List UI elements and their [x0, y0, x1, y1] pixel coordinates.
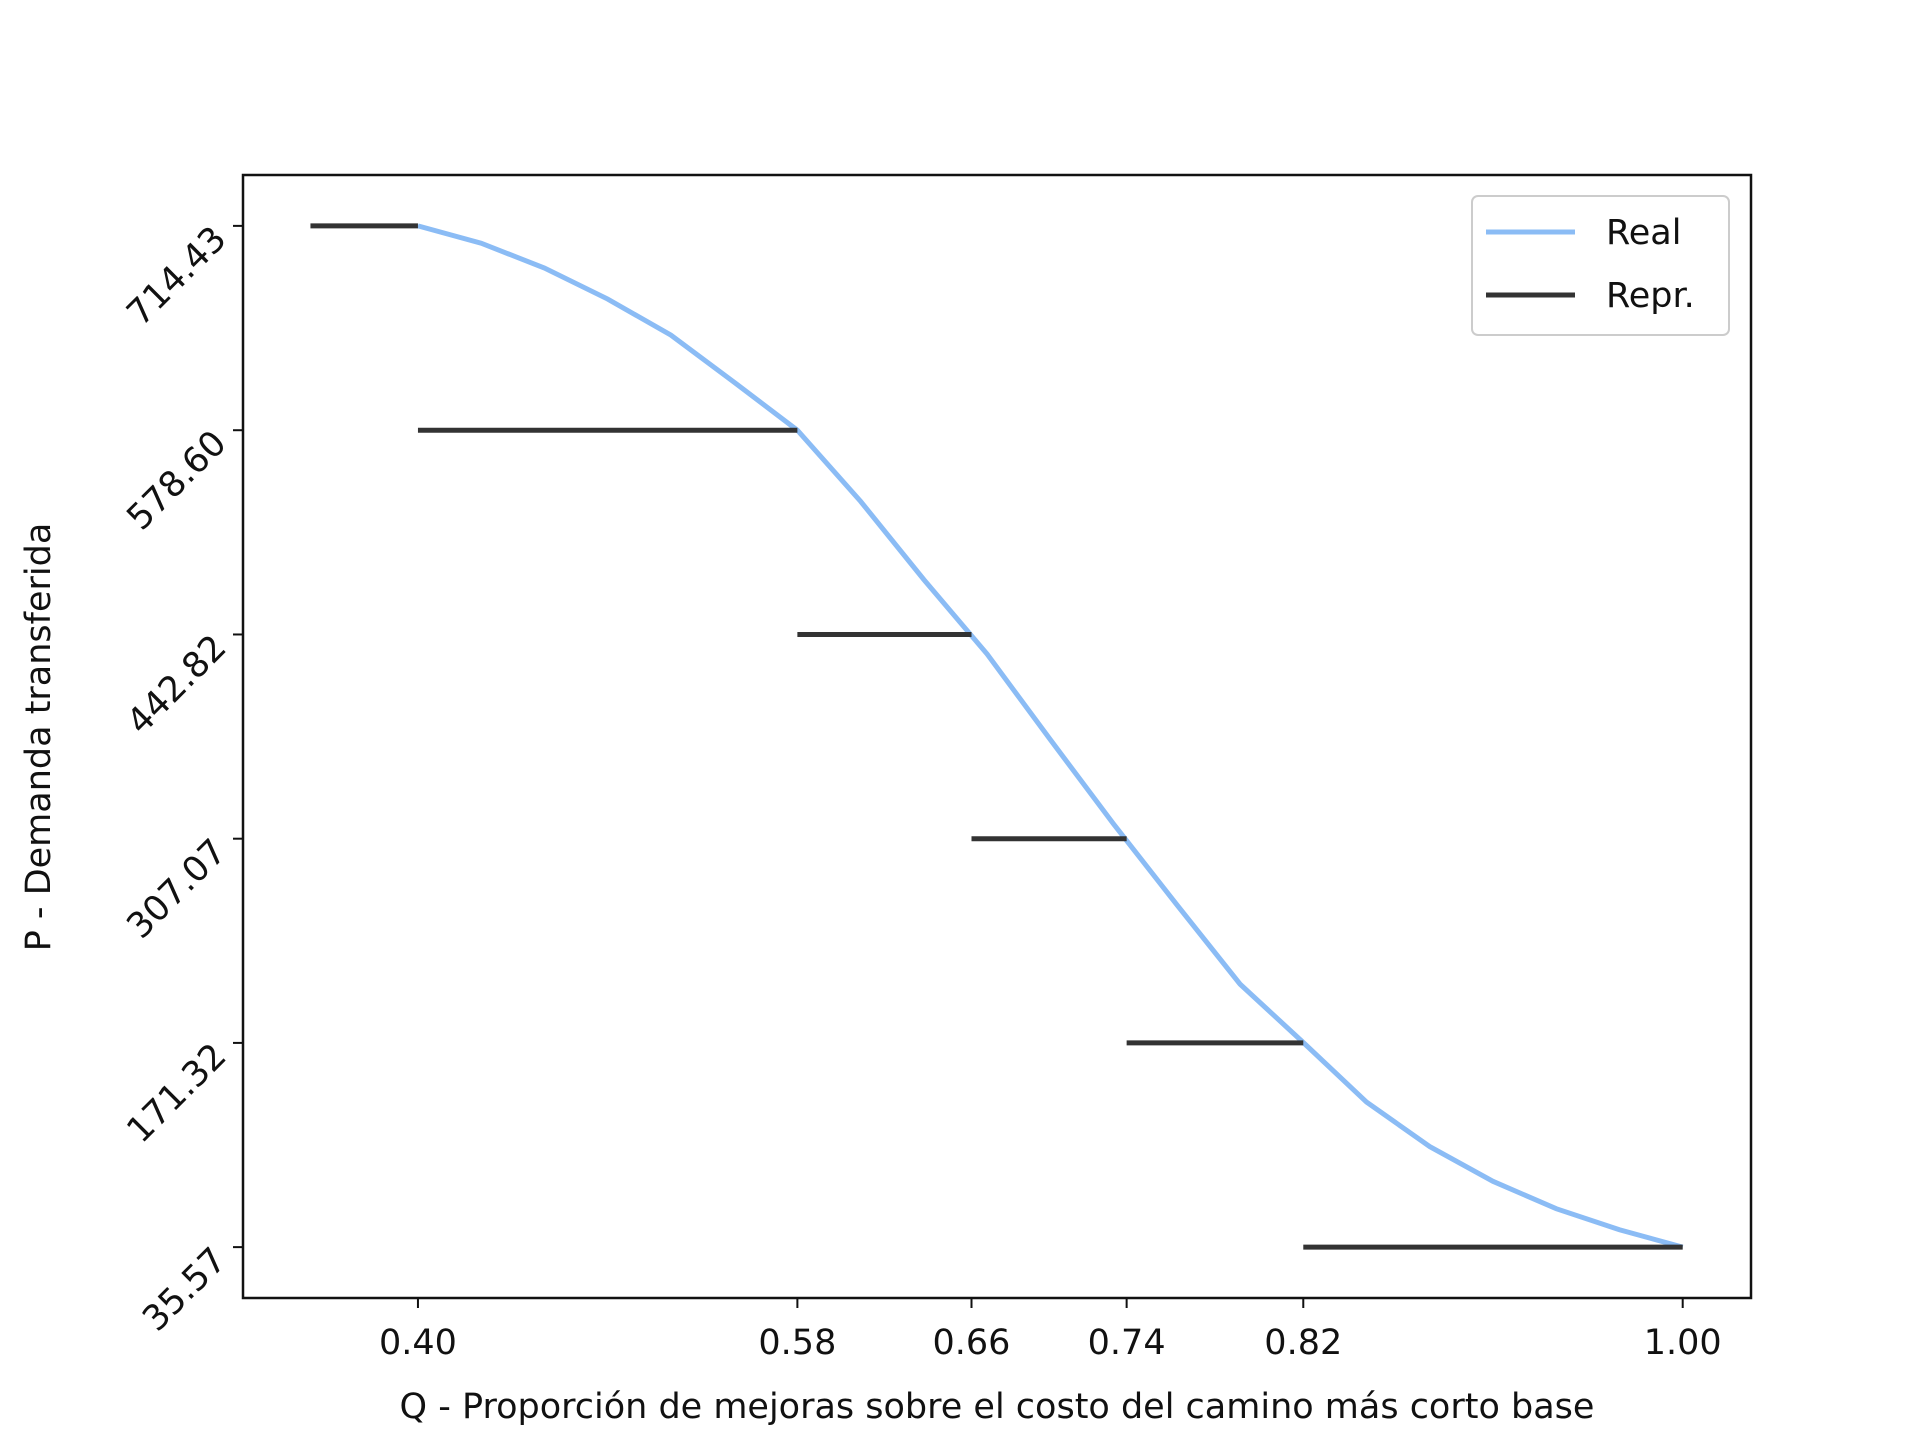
x-tick-label: 0.74: [1088, 1323, 1166, 1363]
y-axis-label: P - Demanda transferida: [19, 523, 59, 952]
x-axis-label: Q - Proporción de mejoras sobre el costo…: [400, 1387, 1595, 1427]
legend-label: Repr.: [1606, 276, 1695, 316]
y-tick-label: 578.60: [120, 423, 235, 538]
x-tick-label: 1.00: [1644, 1323, 1722, 1363]
y-tick-label: 714.43: [120, 219, 235, 334]
x-tick-label: 0.82: [1264, 1323, 1342, 1363]
y-tick-label: 442.82: [120, 628, 235, 743]
legend-label: Real: [1606, 213, 1681, 253]
x-tick-label: 0.40: [379, 1323, 457, 1363]
series-line: [310, 223, 1683, 1250]
y-tick-label: 171.32: [120, 1036, 235, 1151]
y-tick-label: 307.07: [120, 832, 235, 947]
x-tick-label: 0.58: [758, 1323, 836, 1363]
x-tick-label: 0.66: [933, 1323, 1011, 1363]
y-tick-label: 35.57: [135, 1240, 234, 1339]
series-line: [417, 223, 1684, 1250]
plot-frame: [241, 173, 1753, 1300]
